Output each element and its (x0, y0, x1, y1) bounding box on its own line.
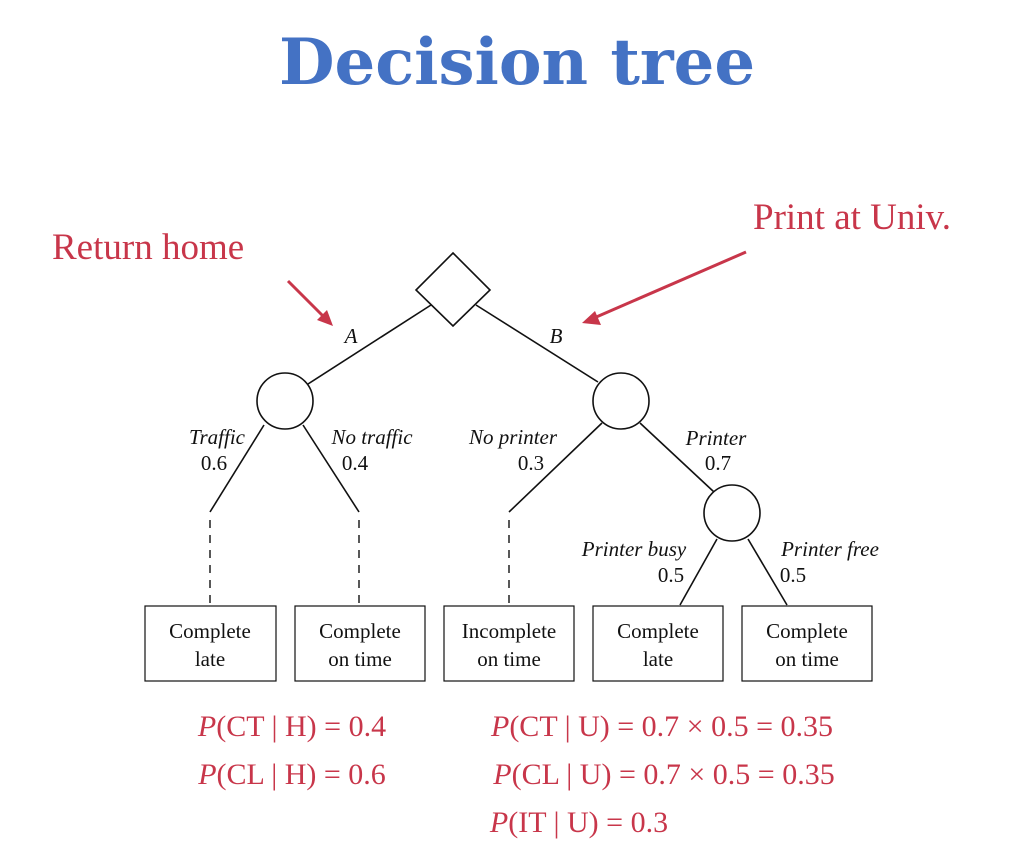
branch-label-printer-free: Printer free (780, 537, 879, 561)
formula-p: P (490, 710, 509, 743)
formula-body: (IT | U) = 0.3 (508, 806, 668, 839)
formula-ct-univ: P(CT | U) = 0.7 × 0.5 = 0.35 (490, 710, 833, 743)
formula-it-univ: P(IT | U) = 0.3 (489, 806, 668, 839)
branch-prob-no-printer: 0.3 (518, 451, 544, 475)
branch-prob-printer-busy: 0.5 (658, 563, 684, 587)
edge-a (307, 304, 432, 385)
formula-body: (CL | U) = 0.7 × 0.5 = 0.35 (512, 758, 835, 791)
branch-prob-no-traffic: 0.4 (342, 451, 369, 475)
outcome-line: on time (477, 647, 541, 671)
branch-label-traffic: Traffic (189, 425, 246, 449)
outcome-box: Complete on time (294, 605, 426, 682)
outcome-box: Complete on time (741, 605, 873, 682)
chance-node-home (256, 372, 314, 430)
branch-prob-printer: 0.7 (705, 451, 731, 475)
chance-node-univ (592, 372, 650, 430)
annotation-return-home: Return home (52, 227, 244, 268)
outcome-box: Incomplete on time (443, 605, 575, 682)
outcome-line: Complete (319, 619, 401, 643)
formula-cl-home: P(CL | H) = 0.6 (197, 758, 386, 791)
formula-p: P (197, 758, 216, 791)
edge-traffic (209, 424, 265, 513)
branch-prob-printer-free: 0.5 (780, 563, 806, 587)
branch-label-printer: Printer (685, 426, 747, 450)
formula-p: P (492, 758, 511, 791)
formula-cl-univ: P(CL | U) = 0.7 × 0.5 = 0.35 (492, 758, 834, 791)
branch-label-no-traffic: No traffic (330, 425, 413, 449)
edge-printer-busy (679, 538, 718, 606)
arrow-return-home (286, 279, 333, 326)
outcome-box: Complete late (144, 605, 277, 682)
decision-node (414, 251, 492, 328)
page-title: Decision tree (279, 25, 755, 100)
chance-node-printer (703, 484, 761, 542)
edge-b (475, 304, 599, 383)
outcome-line: Incomplete (462, 619, 556, 643)
outcome-line: late (643, 647, 673, 671)
formula-ct-home: P(CT | H) = 0.4 (197, 710, 386, 743)
formula-body: (CT | U) = 0.7 × 0.5 = 0.35 (509, 710, 833, 743)
edge-no-traffic (302, 424, 360, 513)
edge-no-printer (508, 422, 603, 513)
branch-label-printer-busy: Printer busy (581, 537, 687, 561)
arrow-print-at-univ (582, 250, 747, 325)
outcome-line: late (195, 647, 225, 671)
formula-body: (CT | H) = 0.4 (216, 710, 386, 743)
branch-label-a: A (343, 324, 358, 348)
annotation-print-at-univ: Print at Univ. (753, 197, 951, 238)
outcome-line: Complete (617, 619, 699, 643)
outcome-line: on time (328, 647, 392, 671)
formula-body: (CL | H) = 0.6 (217, 758, 386, 791)
outcome-line: Complete (766, 619, 848, 643)
branch-label-b: B (550, 324, 563, 348)
edge-printer (639, 422, 715, 493)
outcome-box: Complete late (592, 605, 724, 682)
formula-p: P (197, 710, 216, 743)
outcome-line: on time (775, 647, 839, 671)
edge-printer-free (747, 538, 788, 606)
outcome-line: Complete (169, 619, 251, 643)
branch-label-no-printer: No printer (468, 425, 558, 449)
branch-prob-traffic: 0.6 (201, 451, 227, 475)
formula-p: P (489, 806, 508, 839)
